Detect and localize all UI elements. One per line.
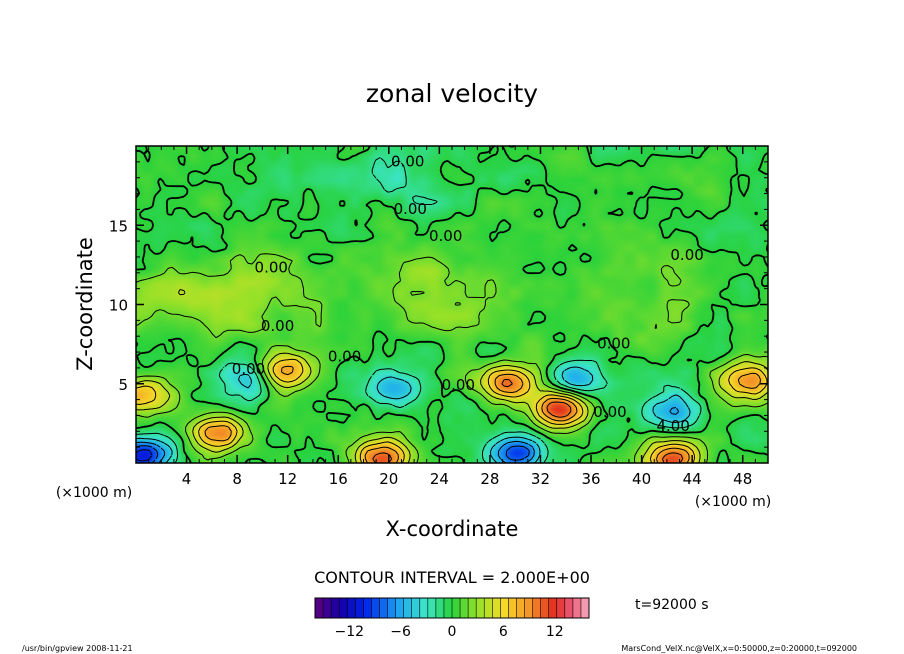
colorbar-swatch: [427, 598, 437, 618]
colorbar-swatch: [435, 598, 445, 618]
contour-level--4: [135, 366, 691, 464]
contour-level-0: [135, 145, 769, 464]
x-axis: 4 8 12 16 20 24 28 32 36 40 44 48: [148, 146, 756, 488]
colorbar-swatch: [379, 598, 388, 618]
colorbar-frame: [314, 597, 590, 619]
colorbar-swatch: [403, 598, 413, 618]
x-tick-label: 32: [531, 470, 550, 488]
x-tick-label: 24: [430, 470, 449, 488]
footer-left: /usr/bin/gpview 2008-11-21: [22, 644, 133, 653]
x-tick-label: 4: [182, 470, 192, 488]
x-tick-label: 28: [480, 470, 499, 488]
colorbar-swatch: [524, 598, 533, 618]
colorbar-swatch: [460, 598, 469, 618]
contour-interval-text: CONTOUR INTERVAL = 2.000E+00: [314, 568, 590, 587]
contour-lines: [135, 145, 769, 464]
colorbar-swatch: [508, 598, 517, 618]
colorbar-swatch: [556, 598, 566, 618]
contour-label: 0.00: [394, 200, 427, 218]
velocity-field: [136, 146, 768, 463]
x-unit-left: (×1000 m): [56, 485, 132, 501]
colorbar: −12 −6 0 6 12: [314, 597, 590, 640]
colorbar-swatch: [484, 598, 493, 618]
y-tick-label: 15: [109, 217, 128, 235]
colorbar-swatch: [331, 598, 340, 618]
contour-label: 0.00: [429, 227, 462, 245]
contour-level-8: [204, 365, 761, 464]
colorbar-swatch: [540, 598, 550, 618]
x-tick-label: 44: [683, 470, 702, 488]
colorbar-swatch: [355, 598, 364, 618]
colorbar-tick-label: −6: [390, 624, 411, 640]
colorbar-swatch: [500, 598, 509, 618]
contour-label: 0.00: [391, 152, 424, 170]
x-tick-label: 12: [278, 470, 297, 488]
x-axis-label: X-coordinate: [386, 517, 519, 541]
contour-level-6: [135, 358, 768, 464]
colorbar-tick-label: 12: [546, 624, 564, 640]
y-axis-label: Z-coordinate: [73, 237, 97, 371]
contour-level-4: [135, 289, 769, 464]
contour-label: 0.00: [232, 360, 265, 378]
contour-label: 0.00: [670, 246, 703, 264]
y-axis: 5 10 15: [109, 161, 768, 448]
colorbar-swatch: [532, 598, 541, 618]
colorbar-swatch: [564, 598, 574, 618]
colorbar-swatch: [411, 598, 421, 618]
colorbar-swatch: [468, 598, 477, 618]
colorbar-swatch: [443, 598, 453, 618]
colorbar-swatch: [339, 598, 348, 618]
colorbar-tick-label: −12: [334, 624, 364, 640]
contour-label: 0.00: [442, 376, 475, 394]
contour-label: 0.00: [597, 335, 630, 353]
y-tick-label: 10: [109, 297, 128, 315]
contour-level-10: [372, 379, 684, 464]
colorbar-swatch: [395, 598, 404, 618]
colorbar-swatch: [492, 598, 501, 618]
colorbar-swatch: [452, 598, 461, 618]
plot-area: 0.000.000.000.000.000.000.000.000.000.00…: [135, 145, 769, 464]
contour-labels: 0.000.000.000.000.000.000.000.000.000.00…: [232, 152, 704, 435]
colorbar-swatch: [371, 598, 380, 618]
colorbar-swatch: [315, 598, 324, 618]
colorbar-swatch: [323, 598, 332, 618]
colorbar-swatch: [387, 598, 396, 618]
footer-right: MarsCond_VelX.nc@VelX,x=0:50000,z=0:2000…: [621, 644, 857, 653]
colorbar-swatch: [572, 598, 582, 618]
colorbar-swatch: [580, 598, 590, 618]
x-tick-label: 16: [329, 470, 348, 488]
contour-level--8: [135, 445, 530, 464]
x-unit-right: (×1000 m): [695, 494, 771, 510]
colorbar-swatch: [516, 598, 525, 618]
contour-label: 0.00: [593, 403, 626, 421]
colorbar-swatch: [548, 598, 558, 618]
colorbar-swatch: [347, 598, 356, 618]
colorbar-swatch: [419, 598, 429, 618]
x-tick-label: 20: [379, 470, 398, 488]
x-tick-label: 40: [632, 470, 651, 488]
x-tick-label: 8: [232, 470, 242, 488]
time-text: t=92000 s: [635, 597, 709, 613]
x-tick-label: 36: [581, 470, 600, 488]
contour-label: 0.00: [261, 317, 294, 335]
colorbar-tick-label: 0: [448, 624, 457, 640]
colorbar-tick-label: 6: [499, 624, 508, 640]
colorbar-swatch: [363, 598, 372, 618]
contour-level-2: [135, 253, 769, 464]
y-tick-label: 5: [118, 376, 128, 394]
colorbar-swatch: [476, 598, 485, 618]
x-tick-label: 48: [733, 470, 752, 488]
contour-label: 4.00: [656, 417, 689, 435]
chart-title: zonal velocity: [366, 79, 538, 108]
contour-label: 0.00: [328, 347, 361, 365]
contour-label: 0.00: [255, 259, 288, 277]
